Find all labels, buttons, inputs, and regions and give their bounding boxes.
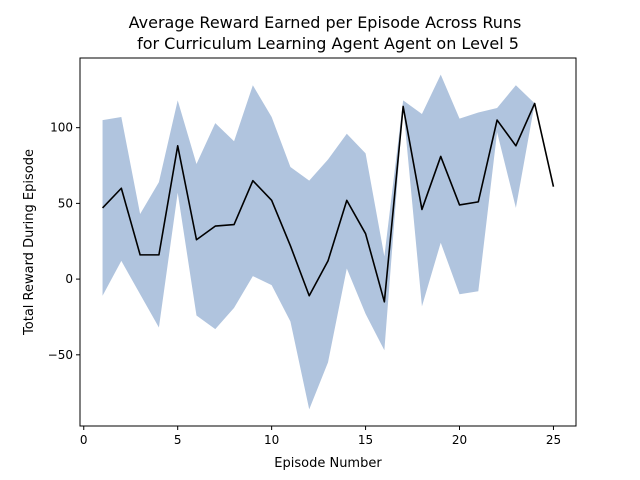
x-tick-label: 0: [80, 433, 88, 447]
x-tick-label: 15: [358, 433, 373, 447]
chart-subtitle: for Curriculum Learning Agent Agent on L…: [137, 34, 519, 53]
x-tick-label: 25: [546, 433, 561, 447]
plot-frame: [79, 57, 577, 427]
y-tick-label: 0: [65, 272, 73, 286]
reward-band: [102, 74, 554, 410]
y-tick-label: 50: [58, 196, 73, 210]
y-axis-label: Total Reward During Episode: [22, 149, 37, 336]
x-tick-label: 20: [452, 433, 467, 447]
x-tick-label: 10: [264, 433, 279, 447]
x-axis-label: Episode Number: [274, 456, 382, 471]
y-tick-label: −50: [48, 348, 73, 362]
series-line-0: [101, 102, 555, 303]
chart-title: Average Reward Earned per Episode Across…: [129, 13, 522, 32]
x-tick-label: 5: [174, 433, 182, 447]
y-tick-label: 100: [50, 121, 73, 135]
